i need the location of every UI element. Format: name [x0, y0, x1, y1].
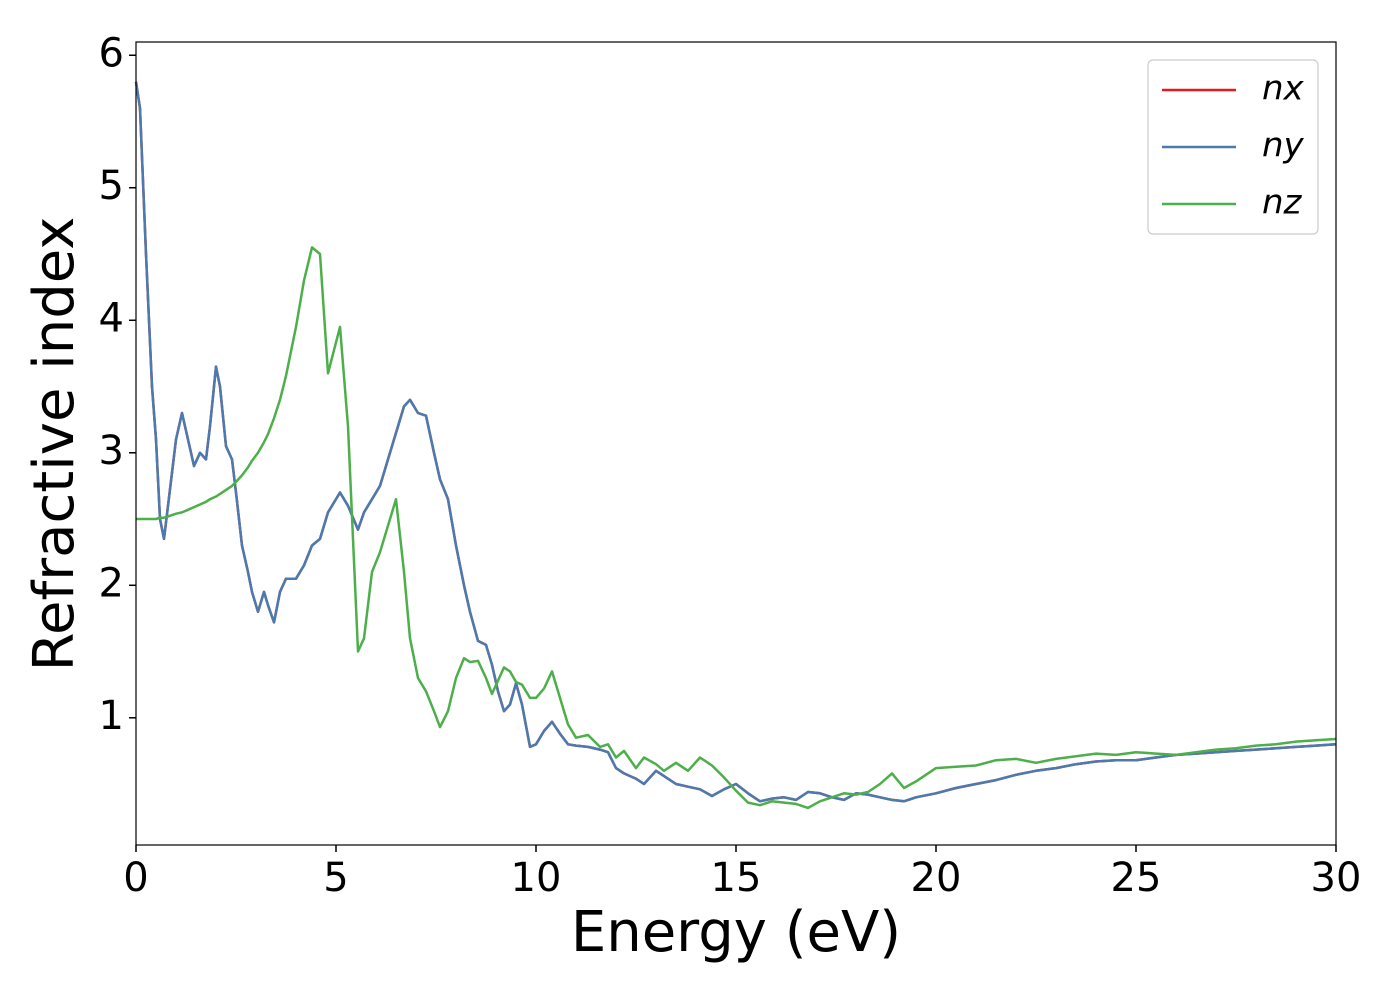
x-tick-label: 20 [911, 855, 962, 901]
y-tick-label: 6 [99, 30, 124, 76]
series-line [136, 246, 1337, 810]
x-tick-label: 25 [1111, 855, 1162, 901]
x-tick-label: 15 [711, 855, 762, 901]
x-tick-label: 0 [123, 855, 148, 901]
x-tick-label: 30 [1311, 855, 1362, 901]
legend-label: nx [1262, 69, 1305, 109]
x-tick-label: 10 [511, 855, 562, 901]
y-tick-label: 4 [99, 295, 124, 341]
y-tick-label: 2 [99, 560, 124, 606]
legend-label: ny [1262, 126, 1305, 166]
y-tick-label: 1 [99, 693, 124, 739]
y-tick-label: 5 [99, 163, 124, 209]
y-axis-label: Refractive index [22, 217, 87, 672]
legend-label: nz [1262, 183, 1303, 223]
y-tick-label: 3 [99, 428, 124, 474]
x-tick-label: 5 [323, 855, 348, 901]
plot-frame [135, 41, 1337, 846]
x-axis-label: Energy (eV) [571, 900, 901, 965]
